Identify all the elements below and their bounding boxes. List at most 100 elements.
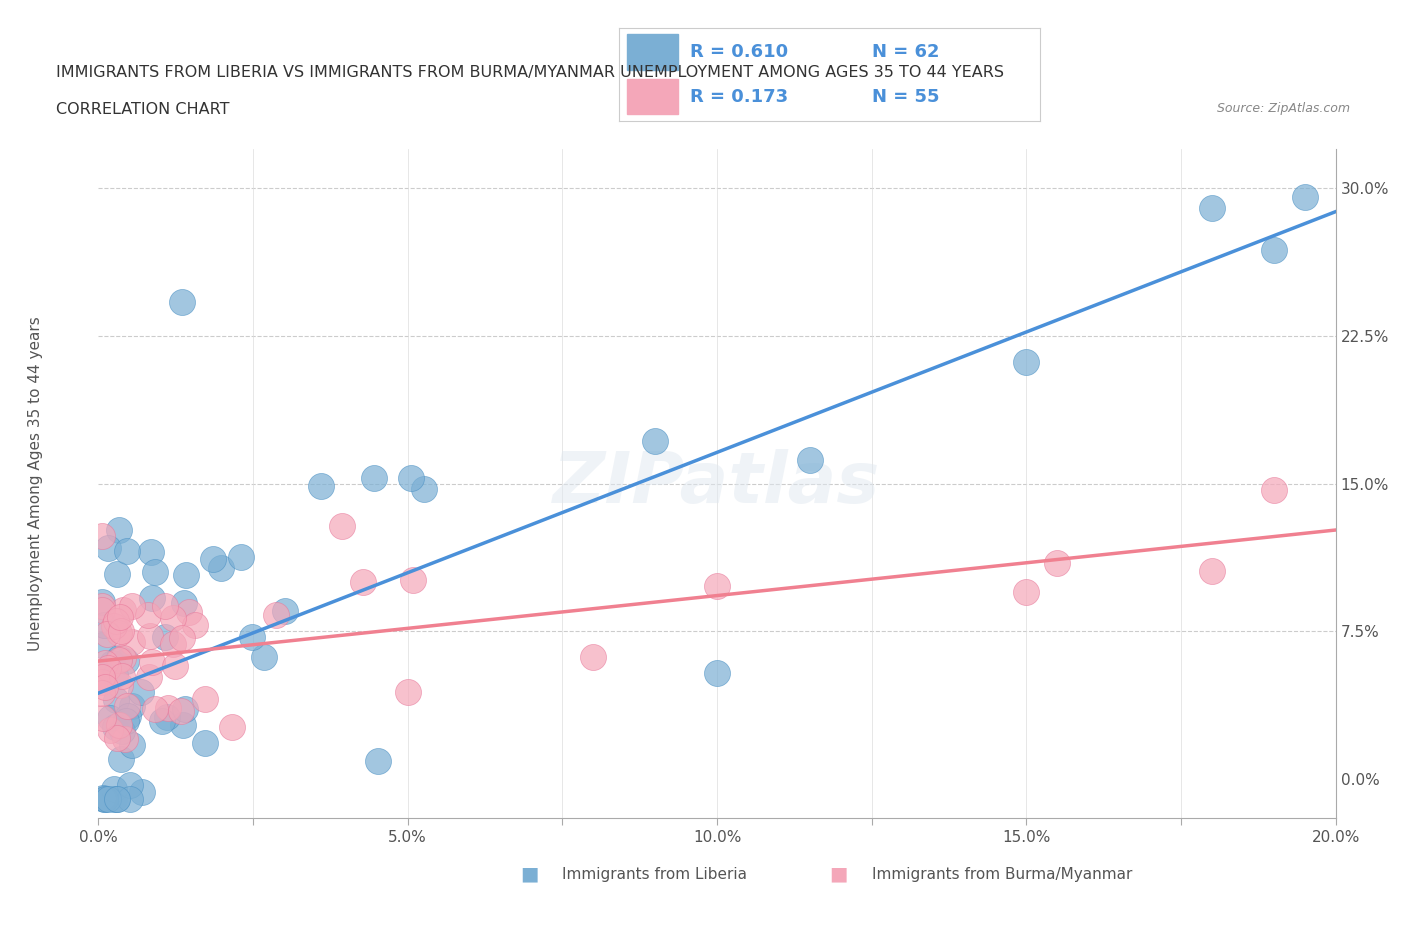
Point — [706, 579, 728, 594]
Point — [145, 701, 167, 716]
Text: Unemployment Among Ages 35 to 44 years: Unemployment Among Ages 35 to 44 years — [28, 316, 42, 651]
Point — [1015, 585, 1038, 600]
Point — [162, 636, 184, 651]
Point — [1201, 564, 1223, 578]
Point — [402, 573, 425, 588]
Point — [107, 653, 129, 668]
Point — [110, 623, 132, 638]
Point — [1201, 201, 1223, 216]
Point — [264, 607, 287, 622]
Point — [121, 737, 143, 752]
Point — [129, 684, 152, 699]
Point — [121, 634, 143, 649]
Point — [157, 700, 180, 715]
Point — [101, 655, 124, 670]
Point — [172, 717, 194, 732]
Point — [582, 649, 605, 664]
Point — [112, 603, 135, 618]
Point — [221, 720, 243, 735]
Point — [114, 732, 136, 747]
Point — [108, 678, 131, 693]
Text: N = 62: N = 62 — [872, 43, 939, 61]
Point — [97, 540, 120, 555]
Text: ■: ■ — [830, 865, 848, 884]
Point — [174, 701, 197, 716]
Point — [352, 575, 374, 590]
Point — [396, 684, 419, 699]
Point — [150, 714, 173, 729]
Point — [90, 594, 112, 609]
Point — [105, 566, 128, 581]
Point — [1294, 190, 1316, 205]
Point — [111, 724, 134, 738]
Point — [174, 567, 197, 582]
Point — [121, 698, 143, 713]
Point — [170, 295, 193, 310]
Point — [108, 523, 131, 538]
Point — [309, 479, 332, 494]
Point — [165, 658, 187, 673]
Point — [170, 704, 193, 719]
Point — [209, 561, 232, 576]
Bar — [627, 34, 678, 70]
Point — [91, 603, 114, 618]
Point — [104, 720, 127, 735]
Bar — [627, 79, 678, 114]
Point — [1263, 243, 1285, 258]
Point — [103, 782, 125, 797]
Point — [330, 519, 353, 534]
Point — [706, 666, 728, 681]
Point — [91, 711, 114, 725]
Text: N = 55: N = 55 — [872, 87, 939, 106]
Point — [115, 713, 138, 728]
Point — [201, 551, 224, 566]
Point — [93, 618, 115, 632]
Point — [104, 614, 127, 629]
Point — [110, 668, 132, 683]
Point — [131, 785, 153, 800]
Text: R = 0.610: R = 0.610 — [690, 43, 789, 61]
Text: R = 0.173: R = 0.173 — [690, 87, 789, 106]
Point — [363, 470, 385, 485]
Point — [90, 685, 112, 700]
Point — [194, 692, 217, 707]
Point — [412, 482, 434, 497]
Point — [1263, 483, 1285, 498]
Text: ZIPatlas: ZIPatlas — [554, 449, 880, 518]
Point — [110, 751, 132, 766]
Point — [103, 618, 125, 633]
Point — [115, 654, 138, 669]
Point — [90, 675, 112, 690]
Point — [141, 655, 163, 670]
Point — [108, 626, 131, 641]
Point — [91, 790, 114, 805]
Point — [399, 471, 422, 485]
Point — [117, 543, 139, 558]
Point — [90, 637, 112, 652]
Point — [104, 693, 127, 708]
Point — [799, 453, 821, 468]
Point — [184, 618, 207, 632]
Point — [644, 433, 666, 448]
Point — [231, 550, 253, 565]
Point — [274, 604, 297, 618]
Point — [240, 630, 263, 644]
Text: Immigrants from Liberia: Immigrants from Liberia — [562, 867, 748, 882]
Text: ■: ■ — [520, 865, 538, 884]
Point — [98, 723, 121, 737]
Point — [138, 670, 160, 684]
Point — [194, 736, 217, 751]
Point — [120, 791, 142, 806]
Point — [1046, 556, 1069, 571]
Point — [94, 680, 117, 695]
Point — [107, 731, 129, 746]
Point — [97, 660, 120, 675]
Point — [367, 753, 389, 768]
Point — [103, 791, 125, 806]
Point — [143, 565, 166, 579]
Point — [136, 607, 159, 622]
Point — [173, 596, 195, 611]
Point — [90, 669, 112, 684]
Point — [111, 650, 134, 665]
Point — [100, 711, 122, 725]
